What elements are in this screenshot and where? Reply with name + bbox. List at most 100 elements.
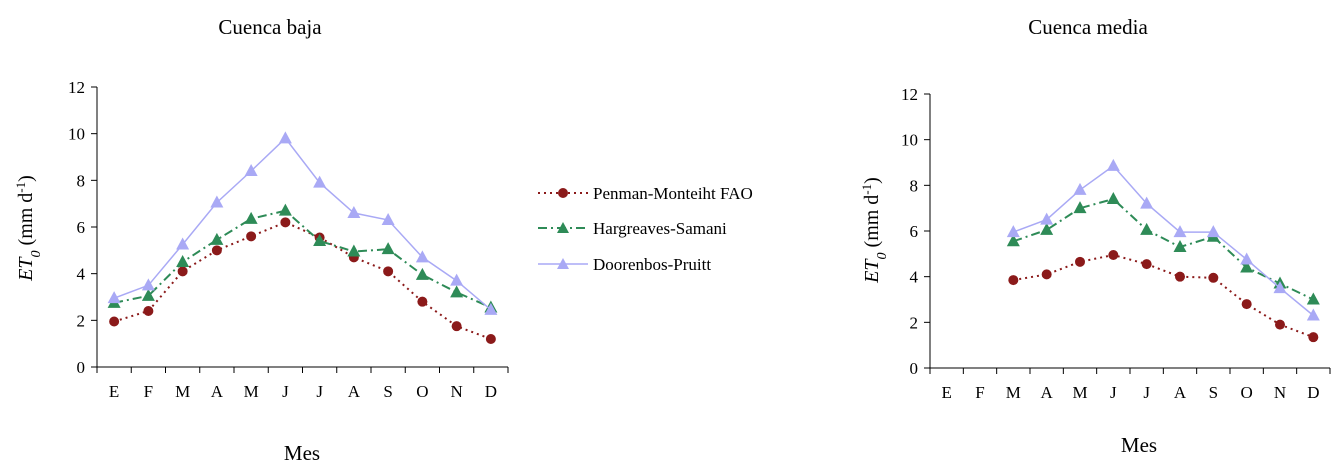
data-point (485, 334, 496, 344)
data-point (1006, 234, 1020, 247)
y-tick-label: 12 (901, 85, 918, 104)
legend-marker (557, 222, 569, 233)
legend-label: Penman-Monteiht FAO (593, 184, 753, 203)
legend-marker (557, 258, 569, 269)
data-point (1140, 222, 1154, 235)
data-point (450, 285, 464, 298)
legend-label: Hargreaves-Samani (593, 219, 727, 238)
y-tick-label: 8 (77, 171, 86, 190)
y-tick-label: 6 (910, 222, 919, 241)
x-tick-label: M (175, 382, 190, 401)
y-axis-title-superscript: -1 (13, 182, 28, 193)
x-tick-label: A (1041, 383, 1054, 402)
data-point (313, 234, 327, 246)
x-tick-label: A (1174, 383, 1187, 402)
y-axis-title: ET0 (mm d-1) (859, 177, 890, 284)
series-line (1013, 164, 1314, 317)
x-tick-label: J (282, 382, 289, 401)
y-axis-title-prefix: ET (15, 256, 37, 282)
data-point (1308, 332, 1319, 343)
data-point (1073, 201, 1087, 214)
series-layer (107, 131, 498, 344)
y-axis-title-units: (mm d (861, 195, 883, 253)
legend-marker (558, 188, 568, 198)
data-point (347, 244, 361, 257)
y-tick-label: 4 (77, 265, 86, 284)
data-point (1006, 225, 1020, 238)
x-axis-title: Mes (284, 441, 320, 465)
data-point (313, 175, 327, 188)
x-tick-label: D (485, 382, 497, 401)
x-tick-label: S (1209, 383, 1218, 402)
data-point (177, 266, 188, 277)
y-tick-label: 0 (77, 358, 86, 377)
x-tick-label: F (144, 382, 153, 401)
data-point (1175, 271, 1185, 282)
x-tick-label: J (1110, 383, 1117, 402)
y-axis-title: ET0 (mm d-1) (13, 175, 44, 282)
y-tick-label: 2 (910, 313, 919, 332)
x-tick-label: E (109, 382, 119, 401)
data-point (141, 288, 155, 301)
data-point (1141, 259, 1152, 270)
data-point (109, 316, 120, 327)
data-point (1306, 292, 1320, 305)
y-tick-label: 10 (68, 125, 85, 144)
data-point (1040, 222, 1054, 235)
y-tick-label: 2 (77, 311, 86, 330)
data-point (415, 250, 429, 263)
x-tick-label: N (450, 382, 462, 401)
y-axis-title-prefix: ET (861, 258, 883, 284)
series-line (113, 137, 492, 311)
data-point (347, 206, 361, 218)
chart-title: Cuenca media (1028, 15, 1148, 39)
chart-title: Cuenca baja (218, 15, 322, 39)
x-tick-label: M (1006, 383, 1021, 402)
data-point (417, 296, 428, 307)
x-axis-title: Mes (1121, 433, 1157, 457)
data-point (1240, 260, 1254, 273)
data-point (1306, 308, 1320, 321)
x-tick-label: A (211, 382, 224, 401)
data-point (244, 164, 258, 176)
y-axis-title-close: ) (861, 177, 883, 184)
data-point (1140, 196, 1154, 209)
data-point (1208, 272, 1219, 283)
legend: Penman-Monteiht FAO Hargreaves-Samani Do… (538, 184, 753, 274)
y-axis-title-superscript: -1 (859, 184, 874, 195)
data-point (278, 203, 292, 216)
legend-item-hargreaves-samani: Hargreaves-Samani (538, 219, 727, 238)
data-point (451, 321, 462, 332)
x-tick-label: D (1307, 383, 1319, 402)
x-tick-label: M (244, 382, 259, 401)
data-point (1173, 225, 1187, 238)
data-point (415, 267, 429, 280)
y-axis-title-subscript: 0 (875, 252, 890, 259)
chart-cuenca-baja: Cuenca baja 0 2 4 6 8 10 12 E F M A M J J A S O N D Mes ET… (13, 15, 509, 465)
data-point (381, 242, 395, 255)
y-axis-title-units: (mm d (15, 193, 37, 251)
y-tick-label: 8 (910, 176, 919, 195)
data-point (1106, 192, 1120, 205)
data-point (143, 306, 154, 316)
y-tick-label: 6 (77, 218, 86, 237)
data-point (1275, 319, 1285, 330)
data-point (176, 237, 190, 250)
data-point (484, 302, 498, 315)
y-axis-title-subscript: 0 (29, 250, 44, 257)
series-line (113, 221, 492, 340)
data-point (176, 255, 190, 267)
data-point (1241, 299, 1252, 310)
data-point (246, 231, 257, 242)
data-point (107, 291, 121, 304)
x-tick-label: N (1274, 383, 1286, 402)
y-axis-title-close: ) (15, 175, 37, 182)
series-layer (1006, 158, 1320, 343)
x-tick-label: O (416, 382, 428, 401)
legend-label: Doorenbos-Pruitt (593, 255, 711, 274)
y-tick-label: 0 (910, 359, 919, 378)
legend-item-penman-monteiht-fao: Penman-Monteiht FAO (538, 184, 753, 203)
x-tick-label: E (941, 383, 951, 402)
